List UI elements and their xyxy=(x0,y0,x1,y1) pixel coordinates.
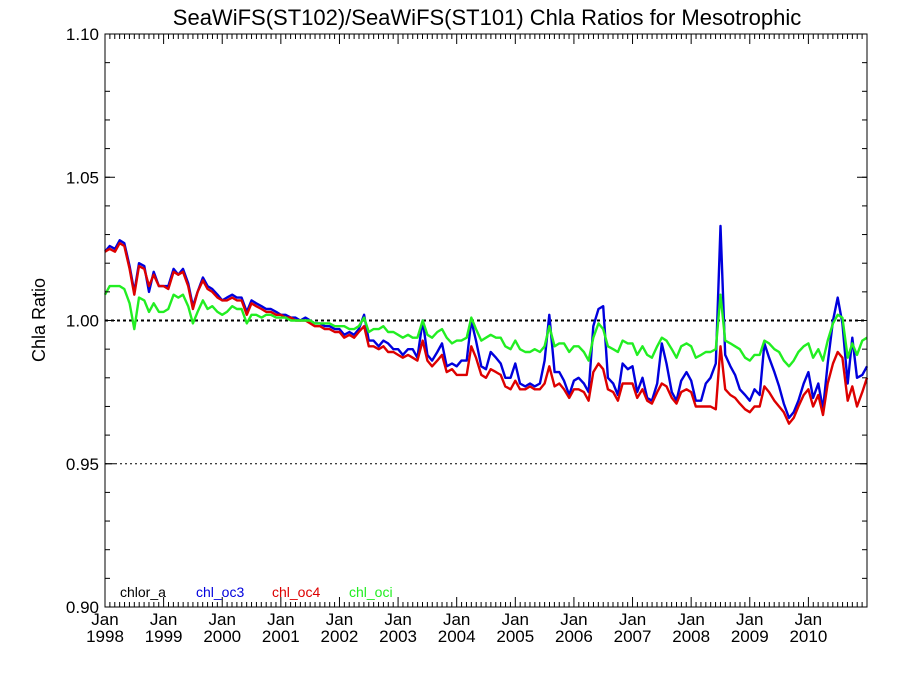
series-line-chl-oci xyxy=(103,284,868,368)
x-tick-label-month: Jan xyxy=(560,610,587,629)
series-line-chl-oc3 xyxy=(104,224,869,420)
y-tick-label: 0.95 xyxy=(66,455,99,474)
x-tick-label-year: 2000 xyxy=(203,627,241,646)
x-tick-label-month: Jan xyxy=(384,610,411,629)
x-tick-label-year: 2006 xyxy=(555,627,593,646)
y-tick-label: 0.90 xyxy=(66,598,99,617)
x-tick-label-year: 2003 xyxy=(379,627,417,646)
x-tick-label-month: Jan xyxy=(326,610,353,629)
x-tick-label-month: Jan xyxy=(677,610,704,629)
x-tick-label-month: Jan xyxy=(795,610,822,629)
x-tick-label-year: 2005 xyxy=(496,627,534,646)
legend-item-chl-oc4: chl_oc4 xyxy=(272,584,320,600)
x-tick-label-year: 2001 xyxy=(262,627,300,646)
legend: chlor_a chl_oc3 chl_oc4 chl_oci xyxy=(120,584,393,600)
x-tick-label-year: 2008 xyxy=(672,627,710,646)
series-line-chl-oc4 xyxy=(104,241,869,425)
reference-lines xyxy=(105,319,867,465)
x-tick-label-year: 1998 xyxy=(86,627,124,646)
x-tick-label-month: Jan xyxy=(209,610,236,629)
y-axis: 0.90 0.95 1.00 1.05 1.10 xyxy=(66,25,867,617)
x-tick-label-month: Jan xyxy=(443,610,470,629)
series-group xyxy=(103,224,869,425)
x-tick-label-year: 2002 xyxy=(321,627,359,646)
x-tick-label-month: Jan xyxy=(91,610,118,629)
legend-item-chl-oci: chl_oci xyxy=(349,584,393,600)
y-tick-label: 1.00 xyxy=(66,312,99,331)
x-tick-label-month: Jan xyxy=(150,610,177,629)
x-tick-label-year: 2010 xyxy=(789,627,827,646)
x-tick-label-month: Jan xyxy=(267,610,294,629)
y-axis-label: Chla Ratio xyxy=(29,278,49,362)
legend-item-chlor-a: chlor_a xyxy=(120,584,166,600)
y-tick-label: 1.05 xyxy=(66,168,99,187)
chart-title: SeaWiFS(ST102)/SeaWiFS(ST101) Chla Ratio… xyxy=(173,5,801,30)
x-tick-label-year: 1999 xyxy=(145,627,183,646)
legend-item-chl-oc3: chl_oc3 xyxy=(196,584,244,600)
x-tick-label-month: Jan xyxy=(736,610,763,629)
x-tick-label-year: 2007 xyxy=(614,627,652,646)
x-axis: Jan1998Jan1999Jan2000Jan2001Jan2002Jan20… xyxy=(86,34,868,646)
x-tick-label-year: 2004 xyxy=(438,627,476,646)
y-tick-label: 1.10 xyxy=(66,25,99,44)
x-tick-label-month: Jan xyxy=(619,610,646,629)
x-tick-label-month: Jan xyxy=(502,610,529,629)
x-tick-label-year: 2009 xyxy=(731,627,769,646)
